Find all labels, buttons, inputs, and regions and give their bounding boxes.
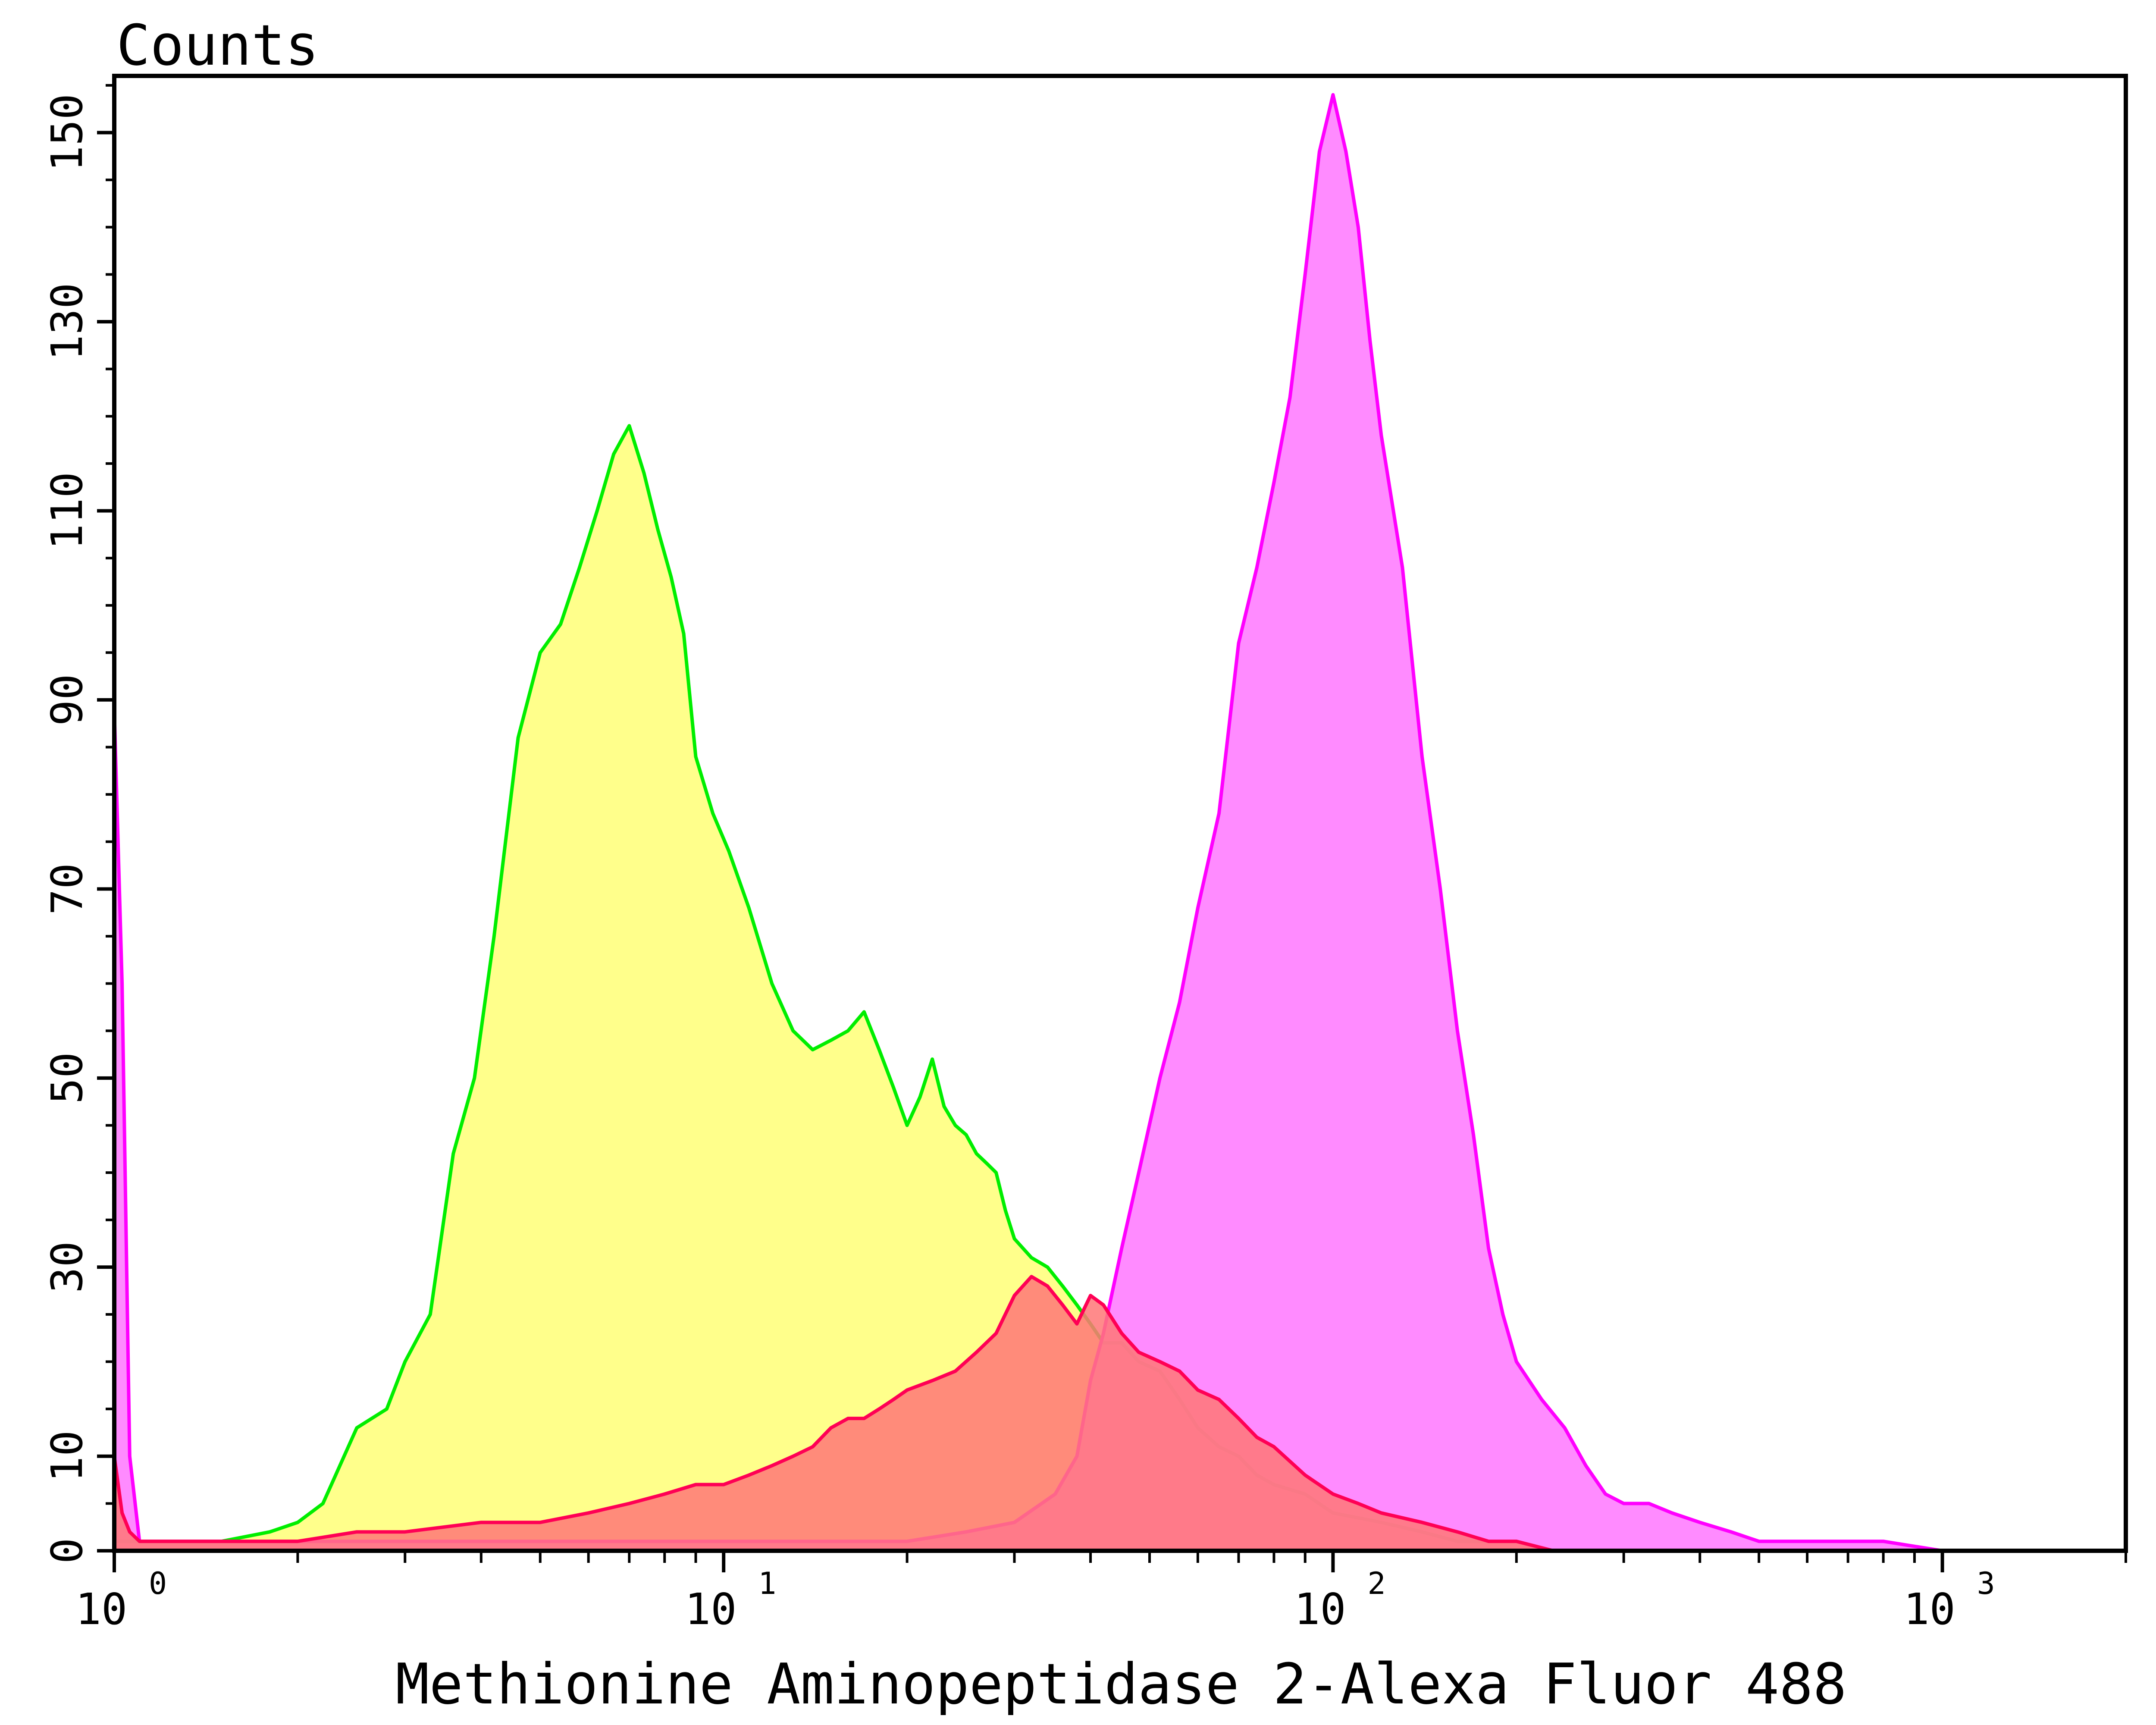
y-tick-label-30: 30 [42,1241,92,1293]
x-tick-label-1: 10 [75,1584,127,1634]
plot-frame [112,74,2128,1553]
x-axis-title: Methionine Aminopeptidase 2-Alexa Fluor … [395,1651,1846,1717]
x-tick-exponent-1: 0 [149,1566,167,1601]
x-tick-label-10: 10 [685,1584,736,1634]
y-tick-label-70: 70 [42,863,92,915]
histogram-fill-0 [114,426,1554,1551]
y-tick-label-90: 90 [42,674,92,726]
x-tick-label-1000: 10 [1903,1584,1955,1634]
y-tick-label-50: 50 [42,1052,92,1104]
x-tick-exponent-10: 1 [758,1566,776,1601]
series-layer [113,93,1968,1552]
x-tick-exponent-100: 2 [1367,1566,1385,1601]
y-tick-label-0: 0 [42,1538,92,1564]
y-tick-label-110: 110 [42,472,92,550]
y-tick-label-150: 150 [42,94,92,172]
y-tick-label-130: 130 [42,283,92,361]
histogram-line-2 [113,1275,1554,1552]
y-tick-label-10: 10 [42,1430,92,1482]
histogram-fill-2 [114,1276,1554,1551]
y-axis-title: Counts [116,13,319,78]
x-tick-label-100: 10 [1294,1584,1346,1634]
x-tick-exponent-1000: 3 [1977,1566,1995,1601]
